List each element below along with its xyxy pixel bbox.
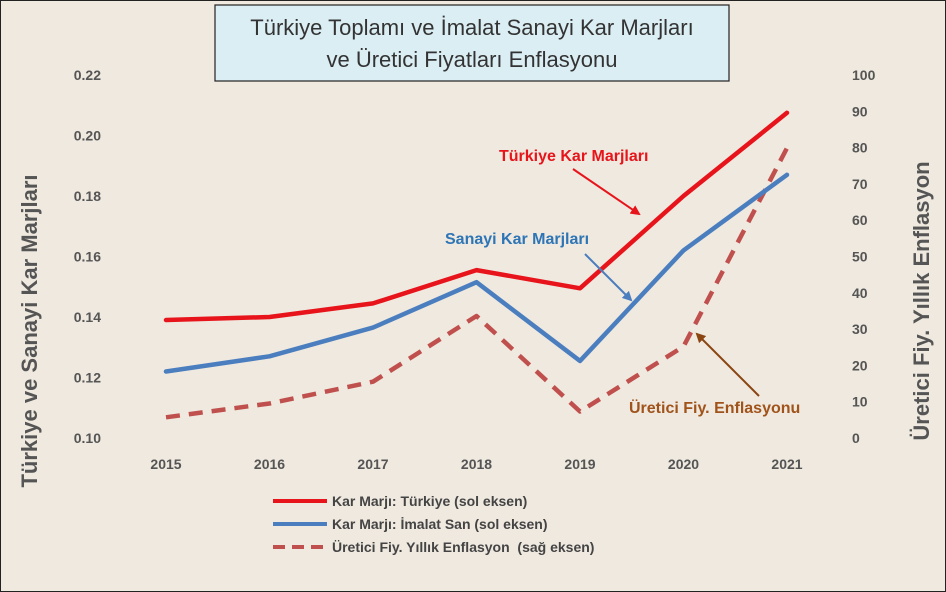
y-right-tick-label: 20: [852, 357, 868, 373]
annotation-sanayi-arrow: [584, 253, 633, 302]
y-right-tick-label: 0: [852, 430, 860, 446]
y-right-tick-label: 50: [852, 249, 868, 265]
annotation-sanayi: Sanayi Kar Marjları: [445, 231, 589, 248]
title-box: [214, 4, 730, 82]
x-tick-label: 2016: [254, 456, 285, 472]
y-right-tick-label: 40: [852, 285, 868, 301]
y-right-tick-label: 30: [852, 321, 868, 337]
legend-label-imalat: Kar Marjı: İmalat San (sol eksen): [332, 516, 548, 532]
annotation-enflasyon-arrow: [695, 332, 760, 397]
y-right-tick-label: 60: [852, 212, 868, 228]
y-right-tick-label: 10: [852, 394, 868, 410]
legend-label-enflasyon: Üretici Fiy. Yıllık Enflasyon (sağ eksen…: [332, 539, 594, 555]
y-left-tick-label: 0.18: [74, 188, 101, 204]
x-tick-label: 2018: [461, 456, 492, 472]
y-axis-left-ticks: 0.22 0.20 0.18 0.16 0.14 0.12 0.10: [74, 67, 101, 446]
annotation-turkiye-arrow: [572, 168, 641, 216]
y-left-tick-label: 0.16: [74, 249, 101, 265]
y-right-tick-label: 70: [852, 176, 868, 192]
legend: Kar Marjı: Türkiye (sol eksen) Kar Marjı…: [273, 493, 594, 555]
chart-title-line1: Türkiye Toplamı ve İmalat Sanayi Kar Mar…: [250, 15, 693, 40]
annotation-enflasyon: Üretici Fiy. Enflasyonu: [629, 398, 800, 417]
y-left-tick-label: 0.10: [74, 430, 101, 446]
x-tick-label: 2017: [357, 456, 388, 472]
y-right-tick-label: 90: [852, 103, 868, 119]
series-group: [163, 110, 790, 420]
y-axis-left-label: Türkiye ve Sanayi Kar Marjları: [17, 174, 42, 487]
series-line-2: [165, 146, 789, 420]
annotation-turkiye: Türkiye Kar Marjları: [499, 148, 648, 165]
x-tick-label: 2015: [150, 456, 181, 472]
y-left-tick-label: 0.14: [74, 309, 101, 325]
series-line-0: [163, 110, 790, 323]
y-right-tick-label: 80: [852, 140, 868, 156]
y-right-tick-label: 100: [852, 67, 876, 83]
legend-label-turkiye: Kar Marjı: Türkiye (sol eksen): [332, 493, 527, 509]
y-left-tick-label: 0.20: [74, 128, 101, 144]
x-tick-label: 2021: [771, 456, 802, 472]
x-axis-ticks: 2015 2016 2017 2018 2019 2020 2021: [150, 456, 802, 472]
y-left-tick-label: 0.22: [74, 67, 101, 83]
series-line-1: [163, 172, 790, 374]
x-tick-label: 2019: [564, 456, 595, 472]
chart-title-line2: ve Üretici Fiyatları Enflasyonu: [327, 47, 618, 72]
x-tick-label: 2020: [668, 456, 699, 472]
y-left-tick-label: 0.12: [74, 370, 101, 386]
y-axis-right-label: Üretici Fiy. Yıllık Enflasyon: [909, 161, 934, 440]
